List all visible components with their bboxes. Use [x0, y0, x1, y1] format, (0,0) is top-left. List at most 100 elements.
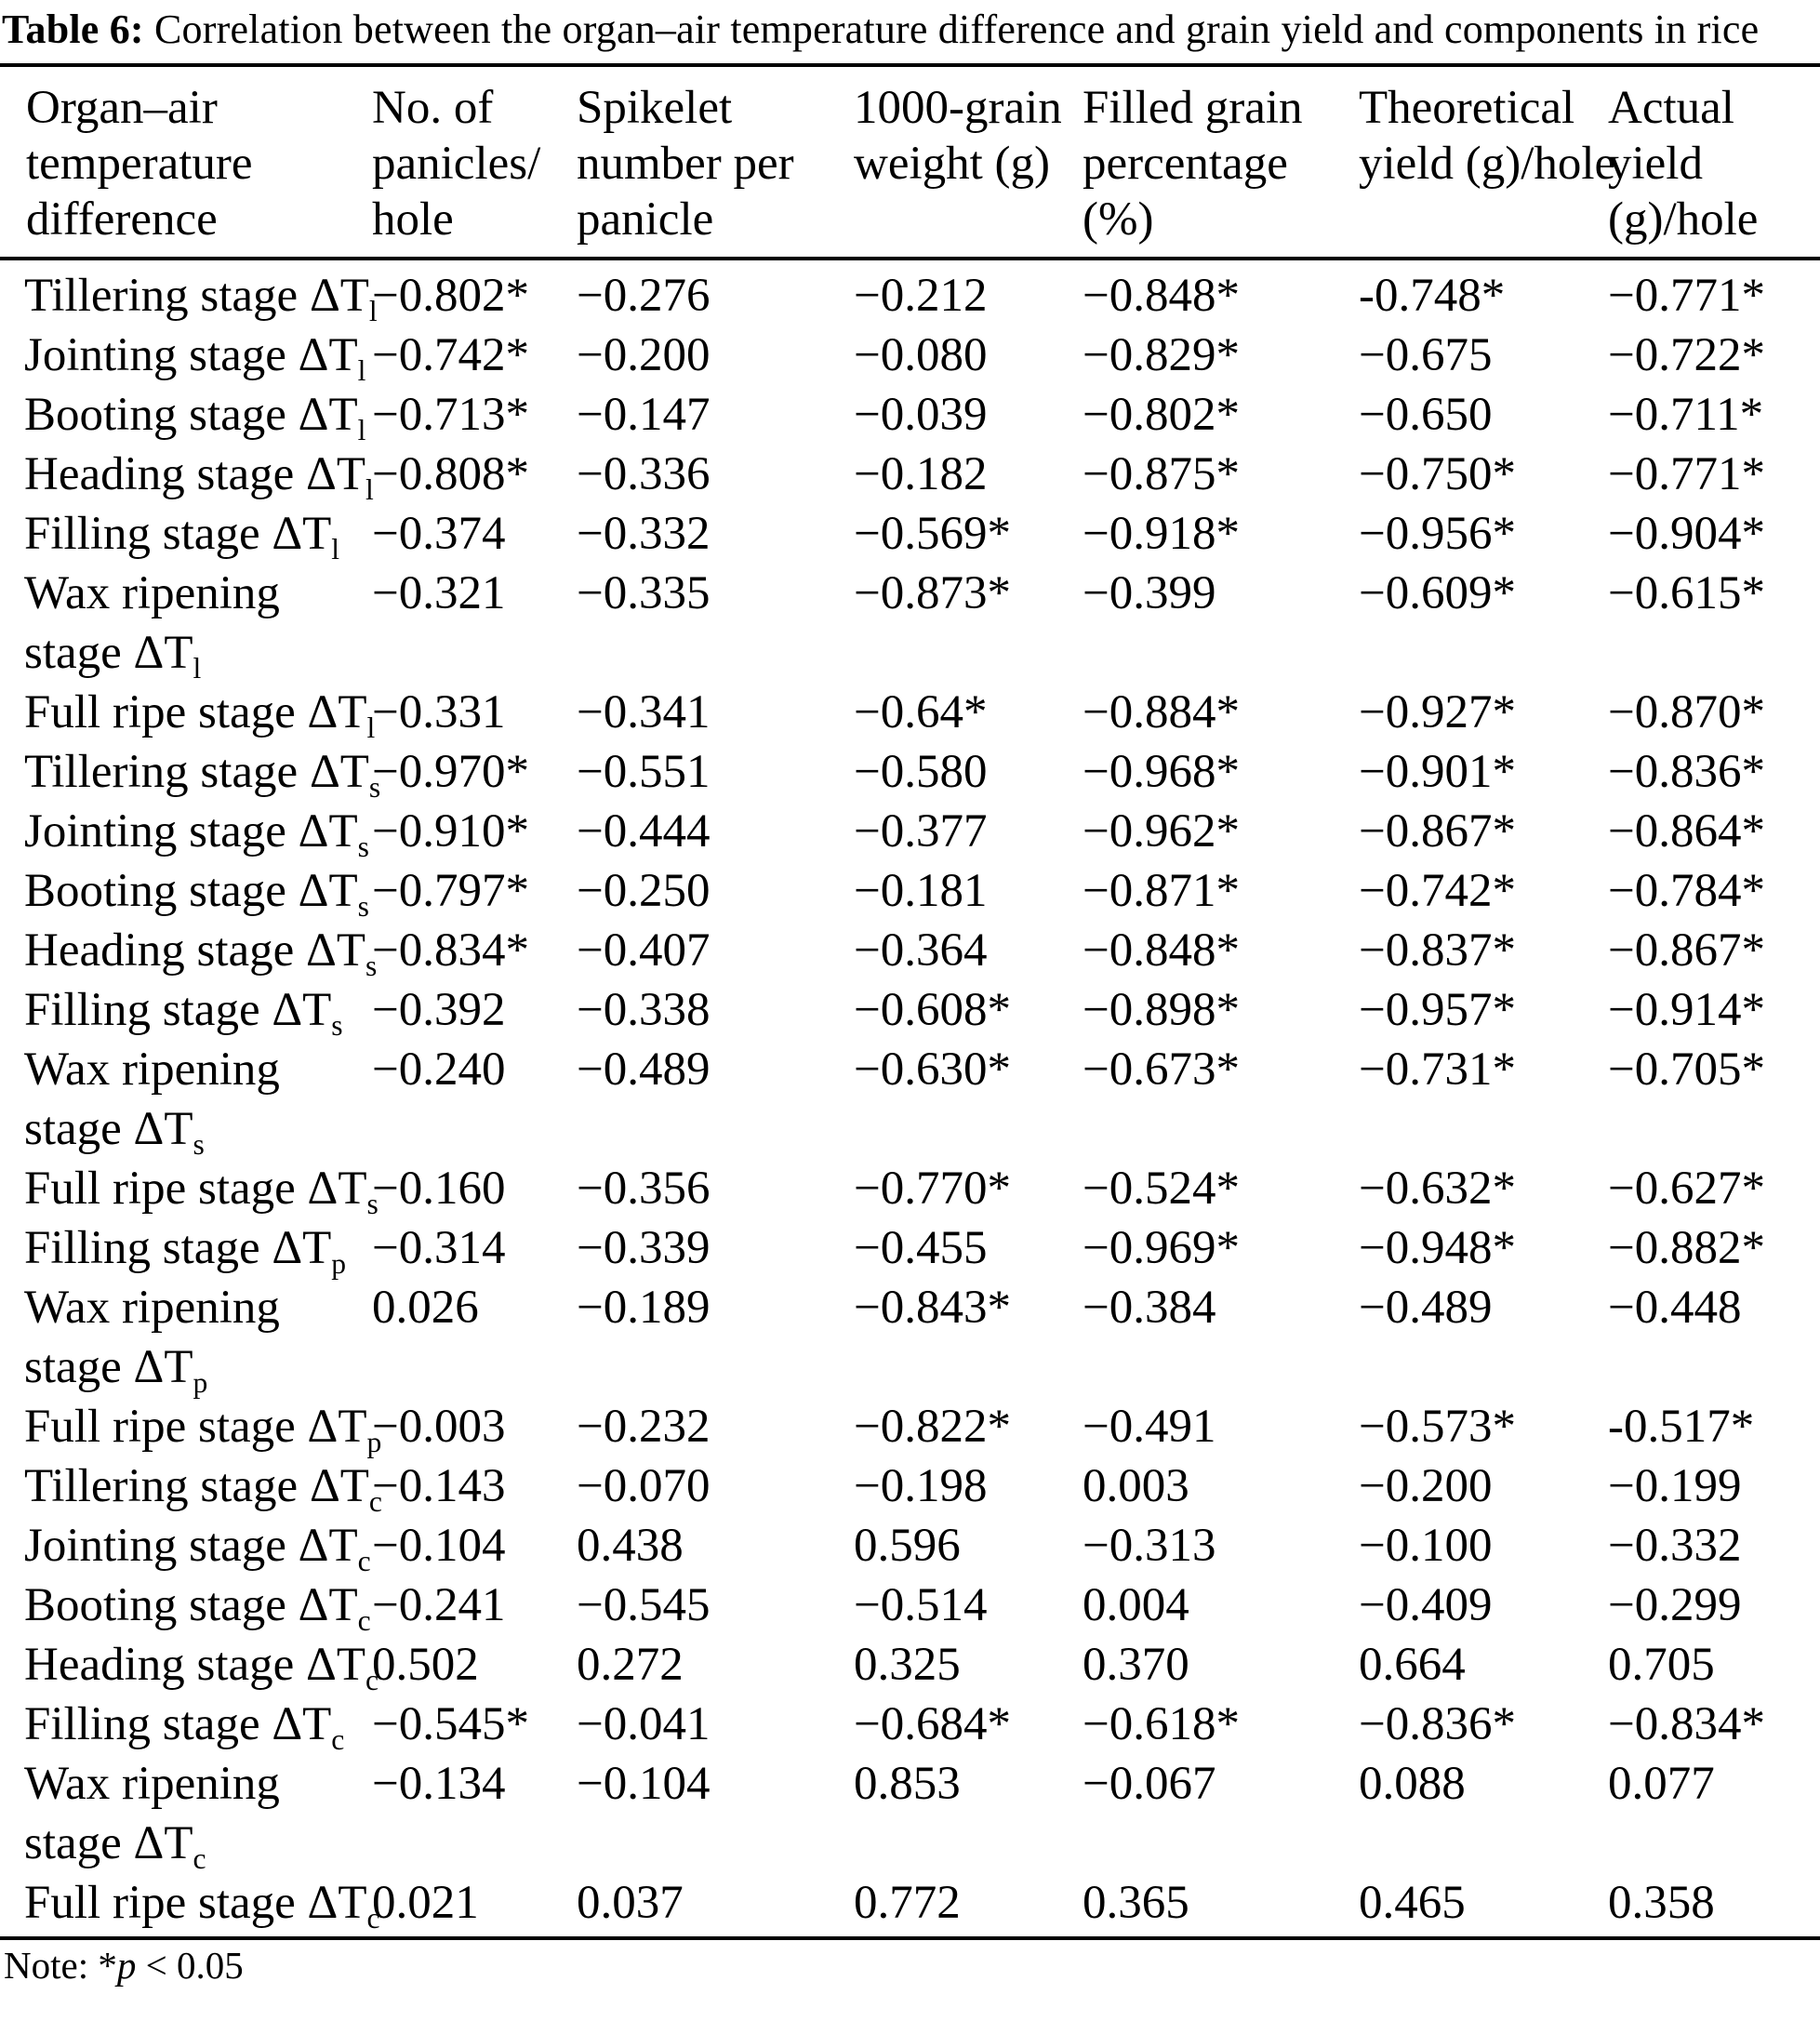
correlation-value: −0.797* — [372, 865, 530, 917]
correlation-value: −0.003 — [372, 1401, 506, 1453]
correlation-value: 0.664 — [1359, 1639, 1466, 1691]
correlation-value: −0.199 — [1608, 1460, 1742, 1512]
correlation-value: −0.100 — [1359, 1520, 1493, 1572]
correlation-value: −0.711* — [1608, 389, 1764, 441]
row-label: Tillering stage ΔTl — [24, 270, 378, 328]
correlation-table: Organ–air temperature difference No. of pani… — [0, 63, 1820, 1940]
correlation-value: 0.077 — [1608, 1758, 1715, 1810]
row-label: Booting stage ΔTl — [24, 389, 366, 447]
correlation-value: −0.684* — [854, 1698, 1012, 1750]
correlation-value: 0.026 — [372, 1282, 479, 1334]
correlation-value: −0.314 — [372, 1222, 506, 1274]
table-row: Tillering stage ΔTs −0.970* −0.551 −0.580 −0… — [0, 742, 1820, 802]
correlation-value: −0.489 — [577, 1044, 711, 1096]
correlation-value: −0.374 — [372, 508, 506, 560]
footnote: Note: *p < 0.05 — [0, 1944, 1820, 1987]
table-row: Booting stage ΔTl −0.713* −0.147 −0.039 −0.8… — [0, 385, 1820, 445]
table-row: Wax ripening stage ΔTc −0.134 −0.104 0.853 −0… — [0, 1754, 1820, 1873]
correlation-value: 0.438 — [577, 1520, 684, 1572]
correlation-value: −0.956* — [1359, 508, 1517, 560]
correlation-value: −0.742* — [1359, 865, 1517, 917]
correlation-value: −0.968* — [1083, 746, 1241, 798]
table-row: Tillering stage ΔTl −0.802* −0.276 −0.212 −0… — [0, 259, 1820, 326]
column-header: Actual yield (g)/hole — [1582, 65, 1820, 260]
footnote-p-symbol: p — [116, 1944, 137, 1987]
correlation-value: −0.609* — [1359, 567, 1517, 619]
correlation-value: −0.455 — [854, 1222, 988, 1274]
correlation-value: −0.241 — [372, 1579, 506, 1631]
correlation-value: −0.608* — [854, 984, 1012, 1036]
correlation-value: -0.748* — [1359, 270, 1506, 322]
row-label: Jointing stage ΔTs — [24, 805, 369, 864]
correlation-value: −0.870* — [1608, 686, 1766, 738]
correlation-value: −0.332 — [1608, 1520, 1742, 1572]
row-label: Full ripe stage ΔTl — [24, 686, 376, 745]
correlation-value: −0.822* — [854, 1401, 1012, 1453]
correlation-value: −0.808* — [372, 448, 530, 500]
row-label: Full ripe stage ΔTc — [24, 1877, 380, 1935]
correlation-value: −0.332 — [577, 508, 711, 560]
correlation-value: −0.837* — [1359, 924, 1517, 977]
correlation-value: 0.853 — [854, 1758, 961, 1810]
correlation-value: −0.675 — [1359, 329, 1493, 381]
correlation-value: −0.321 — [372, 567, 506, 619]
correlation-value: −0.873* — [854, 567, 1012, 619]
correlation-value: −0.673* — [1083, 1044, 1241, 1096]
column-header: Filled grain percentage (%) — [1056, 65, 1333, 260]
correlation-value: 0.358 — [1608, 1877, 1715, 1929]
correlation-value: −0.771* — [1608, 448, 1766, 500]
correlation-value: −0.957* — [1359, 984, 1517, 1036]
correlation-value: −0.750* — [1359, 448, 1517, 500]
correlation-value: −0.910* — [372, 805, 530, 858]
correlation-value: −0.198 — [854, 1460, 988, 1512]
correlation-value: −0.632* — [1359, 1163, 1517, 1215]
correlation-value: −0.884* — [1083, 686, 1241, 738]
correlation-value: −0.918* — [1083, 508, 1241, 560]
footnote-threshold: < 0.05 — [136, 1944, 244, 1987]
correlation-value: −0.904* — [1608, 508, 1766, 560]
correlation-value: 0.272 — [577, 1639, 684, 1691]
correlation-value: −0.399 — [1083, 567, 1216, 619]
correlation-value: −0.067 — [1083, 1758, 1216, 1810]
table-row: Jointing stage ΔTs −0.910* −0.444 −0.377 −0.… — [0, 802, 1820, 861]
correlation-value: −0.867* — [1608, 924, 1766, 977]
correlation-value: −0.313 — [1083, 1520, 1216, 1572]
table-row: Full ripe stage ΔTl −0.331 −0.341 −0.64* −0.… — [0, 683, 1820, 742]
correlation-value: −0.143 — [372, 1460, 506, 1512]
correlation-value: −0.160 — [372, 1163, 506, 1215]
correlation-value: −0.524* — [1083, 1163, 1241, 1215]
table-number: Table 6: — [2, 7, 144, 52]
correlation-value: 0.021 — [372, 1877, 479, 1929]
correlation-value: 0.004 — [1083, 1579, 1189, 1631]
correlation-value: −0.630* — [854, 1044, 1012, 1096]
correlation-value: −0.339 — [577, 1222, 711, 1274]
correlation-value: −0.64* — [854, 686, 988, 738]
row-label: Full ripe stage ΔTp — [24, 1401, 382, 1459]
correlation-value: −0.232 — [577, 1401, 711, 1453]
table-row: Full ripe stage ΔTp −0.003 −0.232 −0.822* −0… — [0, 1397, 1820, 1456]
correlation-value: −0.299 — [1608, 1579, 1742, 1631]
correlation-value: −0.200 — [1359, 1460, 1493, 1512]
column-header: Theoretical yield (g)/hole — [1333, 65, 1615, 260]
correlation-value: −0.848* — [1083, 924, 1241, 977]
correlation-value: −0.189 — [577, 1282, 711, 1334]
row-label: Jointing stage ΔTl — [24, 329, 366, 388]
table-row: Wax ripening stage ΔTp 0.026 −0.189 −0.843* −… — [0, 1278, 1820, 1397]
correlation-value: −0.147 — [577, 389, 711, 441]
table-row: Jointing stage ΔTl −0.742* −0.200 −0.080 −0.… — [0, 326, 1820, 385]
correlation-value: −0.834* — [372, 924, 530, 977]
correlation-value: −0.240 — [372, 1044, 506, 1096]
row-label: Full ripe stage ΔTs — [24, 1163, 379, 1221]
row-label: Filling stage ΔTc — [24, 1698, 345, 1757]
table-row: Tillering stage ΔTc −0.143 −0.070 −0.198 0.0… — [0, 1456, 1820, 1516]
row-label: Wax ripening stage ΔTl — [24, 567, 280, 685]
correlation-value: −0.409 — [1359, 1579, 1493, 1631]
correlation-value: −0.545 — [577, 1579, 711, 1631]
correlation-value: 0.465 — [1359, 1877, 1466, 1929]
correlation-value: −0.364 — [854, 924, 988, 977]
correlation-value: 0.003 — [1083, 1460, 1189, 1512]
table-row: Heading stage ΔTc 0.502 0.272 0.325 0.370 0.6… — [0, 1635, 1820, 1695]
table-row: Heading stage ΔTs −0.834* −0.407 −0.364 −0.8… — [0, 921, 1820, 980]
correlation-value: −0.834* — [1608, 1698, 1766, 1750]
